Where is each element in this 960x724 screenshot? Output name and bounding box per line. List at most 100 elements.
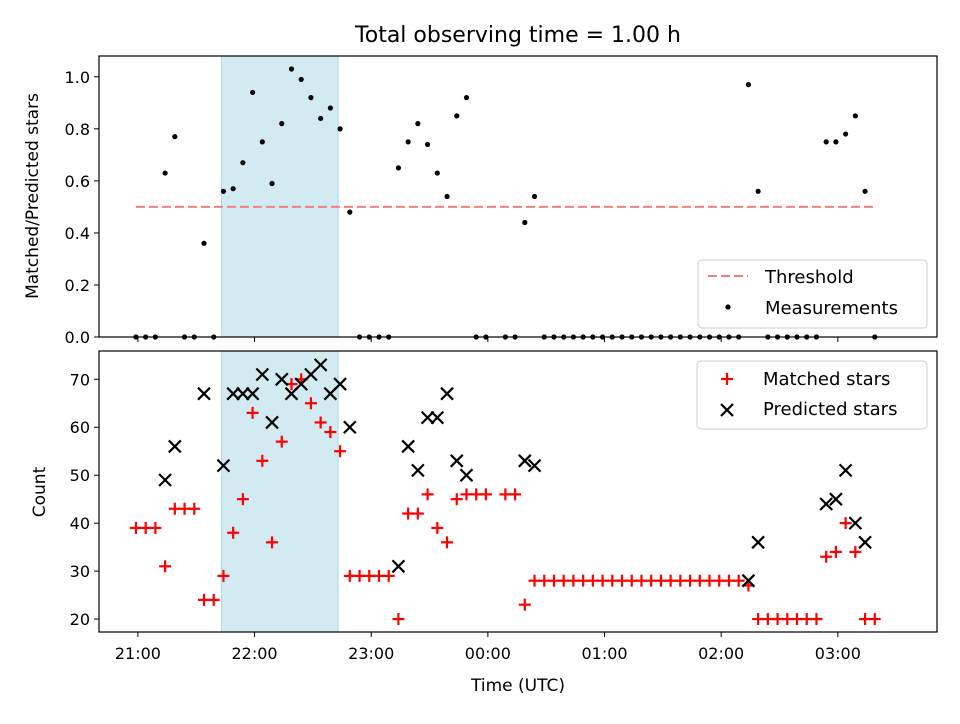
top-y-tick-label: 1.0 [65, 68, 90, 87]
predicted-point [236, 386, 250, 401]
measurement-point [531, 193, 538, 200]
bottom-y-tick-label: 40 [70, 514, 90, 533]
measurement-point [240, 160, 246, 166]
predicted-point [858, 535, 872, 550]
predicted-point [459, 468, 474, 482]
bottom-y-tick-label: 30 [70, 562, 90, 581]
measurement-point [318, 115, 324, 122]
matched-point [421, 488, 434, 501]
predicted-point [440, 386, 454, 401]
top-y-tick-label: 0.8 [65, 120, 90, 139]
measurement-point [405, 139, 411, 145]
bottom-axes-frame [98, 350, 938, 633]
predicted-point [819, 497, 833, 511]
predicted-point [245, 386, 260, 401]
measurement-point [843, 131, 849, 137]
top-legend: Threshold Measurements [697, 259, 928, 329]
predicted-point [226, 386, 240, 401]
top-axes-frame [98, 55, 938, 338]
chart-title: Total observing time = 1.00 h [354, 23, 681, 48]
measurement-point [833, 139, 839, 145]
measurement-point [395, 165, 402, 171]
matched-legend-marker [721, 373, 733, 385]
predicted-point [197, 386, 211, 401]
matched-point [479, 488, 492, 501]
x-tick-label: 02:00 [698, 644, 744, 663]
measurement-point [220, 188, 227, 194]
matched-point [217, 569, 230, 582]
bottom-y-tick-label: 70 [70, 370, 90, 389]
predicted-point [313, 358, 328, 372]
predicted-point [751, 535, 765, 550]
predicted-point [449, 454, 464, 468]
top-y-tick-label: 0.4 [65, 224, 90, 243]
matched-point [382, 569, 395, 582]
matched-point [441, 536, 454, 549]
matched-point [810, 613, 823, 626]
measurement-point [288, 66, 295, 72]
measurement-point [434, 170, 440, 176]
matched-point [334, 445, 347, 458]
top-y-tick-label: 0.6 [65, 172, 90, 191]
matched-point [820, 550, 833, 563]
bottom-panel: 20 30 40 50 60 70 21:00 22:00 23:00 00:00 01:00 02… [30, 350, 938, 696]
matched-point [227, 526, 240, 539]
matched-legend-label: Matched stars [763, 369, 890, 390]
predicted-point [838, 463, 853, 478]
matched-point [304, 397, 317, 410]
measurement-point [745, 82, 752, 88]
matched-point [732, 574, 745, 587]
matched-point [518, 598, 531, 611]
matched-point [324, 426, 337, 439]
measurement-point [862, 188, 868, 194]
predicted-point [333, 377, 347, 391]
top-panel: 0.0 0.2 0.4 0.6 0.8 1.0 Matched/Predicted sta… [23, 55, 938, 347]
measurement-point [415, 121, 421, 127]
predicted-point [848, 516, 863, 530]
bottom-highlight-span [220, 350, 339, 633]
predicted-legend-marker [720, 403, 734, 417]
matched-point [411, 507, 424, 520]
predicted-point [430, 410, 445, 425]
measurement-point [308, 95, 314, 101]
measurement-point [755, 188, 761, 194]
predicted-point [411, 463, 425, 478]
matched-point [509, 488, 522, 501]
measurement-point [463, 95, 470, 101]
predicted-point [829, 492, 843, 506]
measurement-point [823, 139, 829, 145]
matched-point [207, 593, 220, 606]
measurement-point [259, 139, 265, 145]
measurement-point [201, 240, 207, 246]
matched-point [450, 493, 463, 506]
bottom-y-tick-label: 50 [70, 466, 90, 485]
matched-point [159, 560, 172, 573]
predicted-legend-label: Predicted stars [763, 399, 897, 420]
matched-point [236, 493, 249, 506]
matched-point [868, 613, 881, 626]
bottom-y-tick-label: 60 [70, 418, 90, 437]
matched-point [839, 517, 852, 530]
x-tick-label: 03:00 [815, 644, 861, 663]
measurement-point [337, 126, 343, 132]
bottom-legend-box [696, 360, 928, 430]
x-tick-label: 21:00 [115, 644, 161, 663]
matched-point [392, 613, 405, 626]
measurement-point [269, 180, 275, 187]
predicted-point [401, 439, 415, 454]
predicted-point [255, 367, 270, 382]
top-y-tick-label: 0.0 [65, 328, 90, 347]
top-y-axis-label: Matched/Predicted stars [23, 93, 43, 299]
predicted-point [391, 559, 406, 574]
predicted-point [420, 410, 435, 425]
measurement-point [250, 89, 256, 96]
measurement-point [522, 219, 528, 226]
measurement-point [327, 105, 333, 111]
measurement-point [279, 121, 285, 127]
predicted-point [158, 473, 172, 487]
measurement-point [230, 186, 236, 192]
matched-point [275, 435, 288, 448]
measurement-point [298, 76, 304, 83]
matched-point [829, 545, 842, 558]
predicted-point [265, 415, 279, 430]
